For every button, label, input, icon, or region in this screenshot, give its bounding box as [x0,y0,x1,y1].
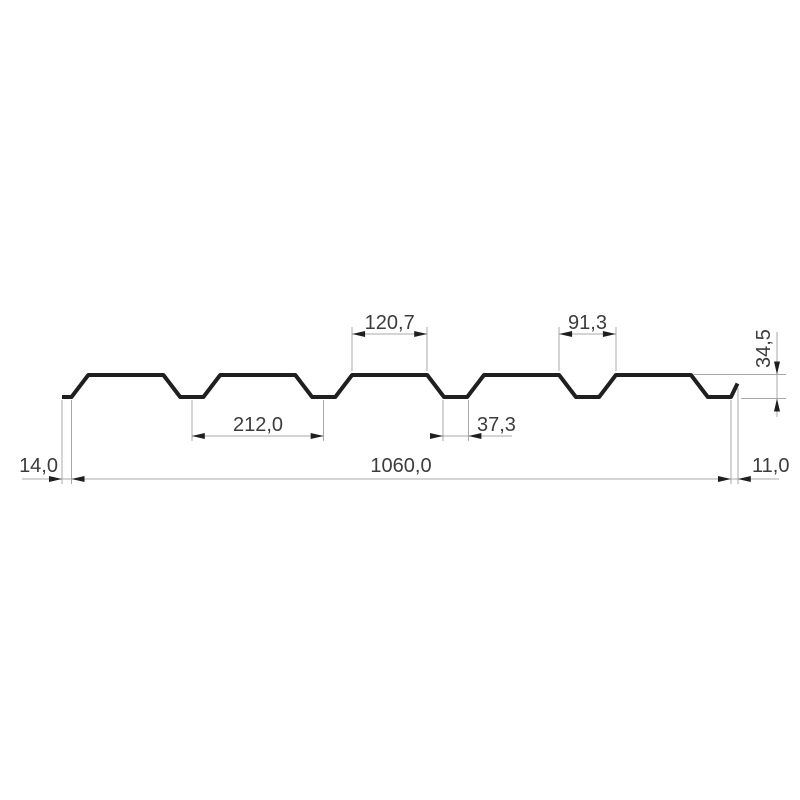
arrowhead [774,361,780,375]
arrowhead [71,476,85,482]
dim-top-rib-width-group: 120,7 [351,312,428,371]
dim-label-top-gap-width: 91,3 [568,312,607,334]
dim-top-gap-width-group: 91,3 [558,312,617,371]
arrowhead [49,476,62,482]
arrowhead [559,331,573,337]
arrowhead [414,331,428,337]
arrowhead [468,433,482,439]
dim-label-rib-spacing: 212,0 [233,414,283,436]
dim-bottom-chain-group: 14,0 1060,0 11,0 [19,388,789,484]
arrowhead [602,331,616,337]
dim-profile-height-group: 34,5 [693,329,786,417]
arrowhead [774,398,780,412]
dim-label-top-rib-width: 120,7 [365,312,415,334]
dim-label-valley-bottom-width: 37,3 [477,414,516,436]
arrowhead [191,433,205,439]
dim-rib-spacing-group: 212,0 [191,400,325,441]
arrowhead [310,433,324,439]
arrowhead [430,433,443,439]
dim-label-left-edge-width: 14,0 [19,455,58,477]
profile-outline [62,373,740,399]
arrowhead [718,476,731,482]
arrowhead [352,331,366,337]
dim-valley-bottom-width-group: 37,3 [430,400,516,441]
dim-label-right-edge-width: 11,0 [752,455,789,477]
arrowhead [737,476,751,482]
dim-label-effective-cover-width: 1060,0 [370,455,431,477]
dim-label-profile-height: 34,5 [753,329,775,368]
